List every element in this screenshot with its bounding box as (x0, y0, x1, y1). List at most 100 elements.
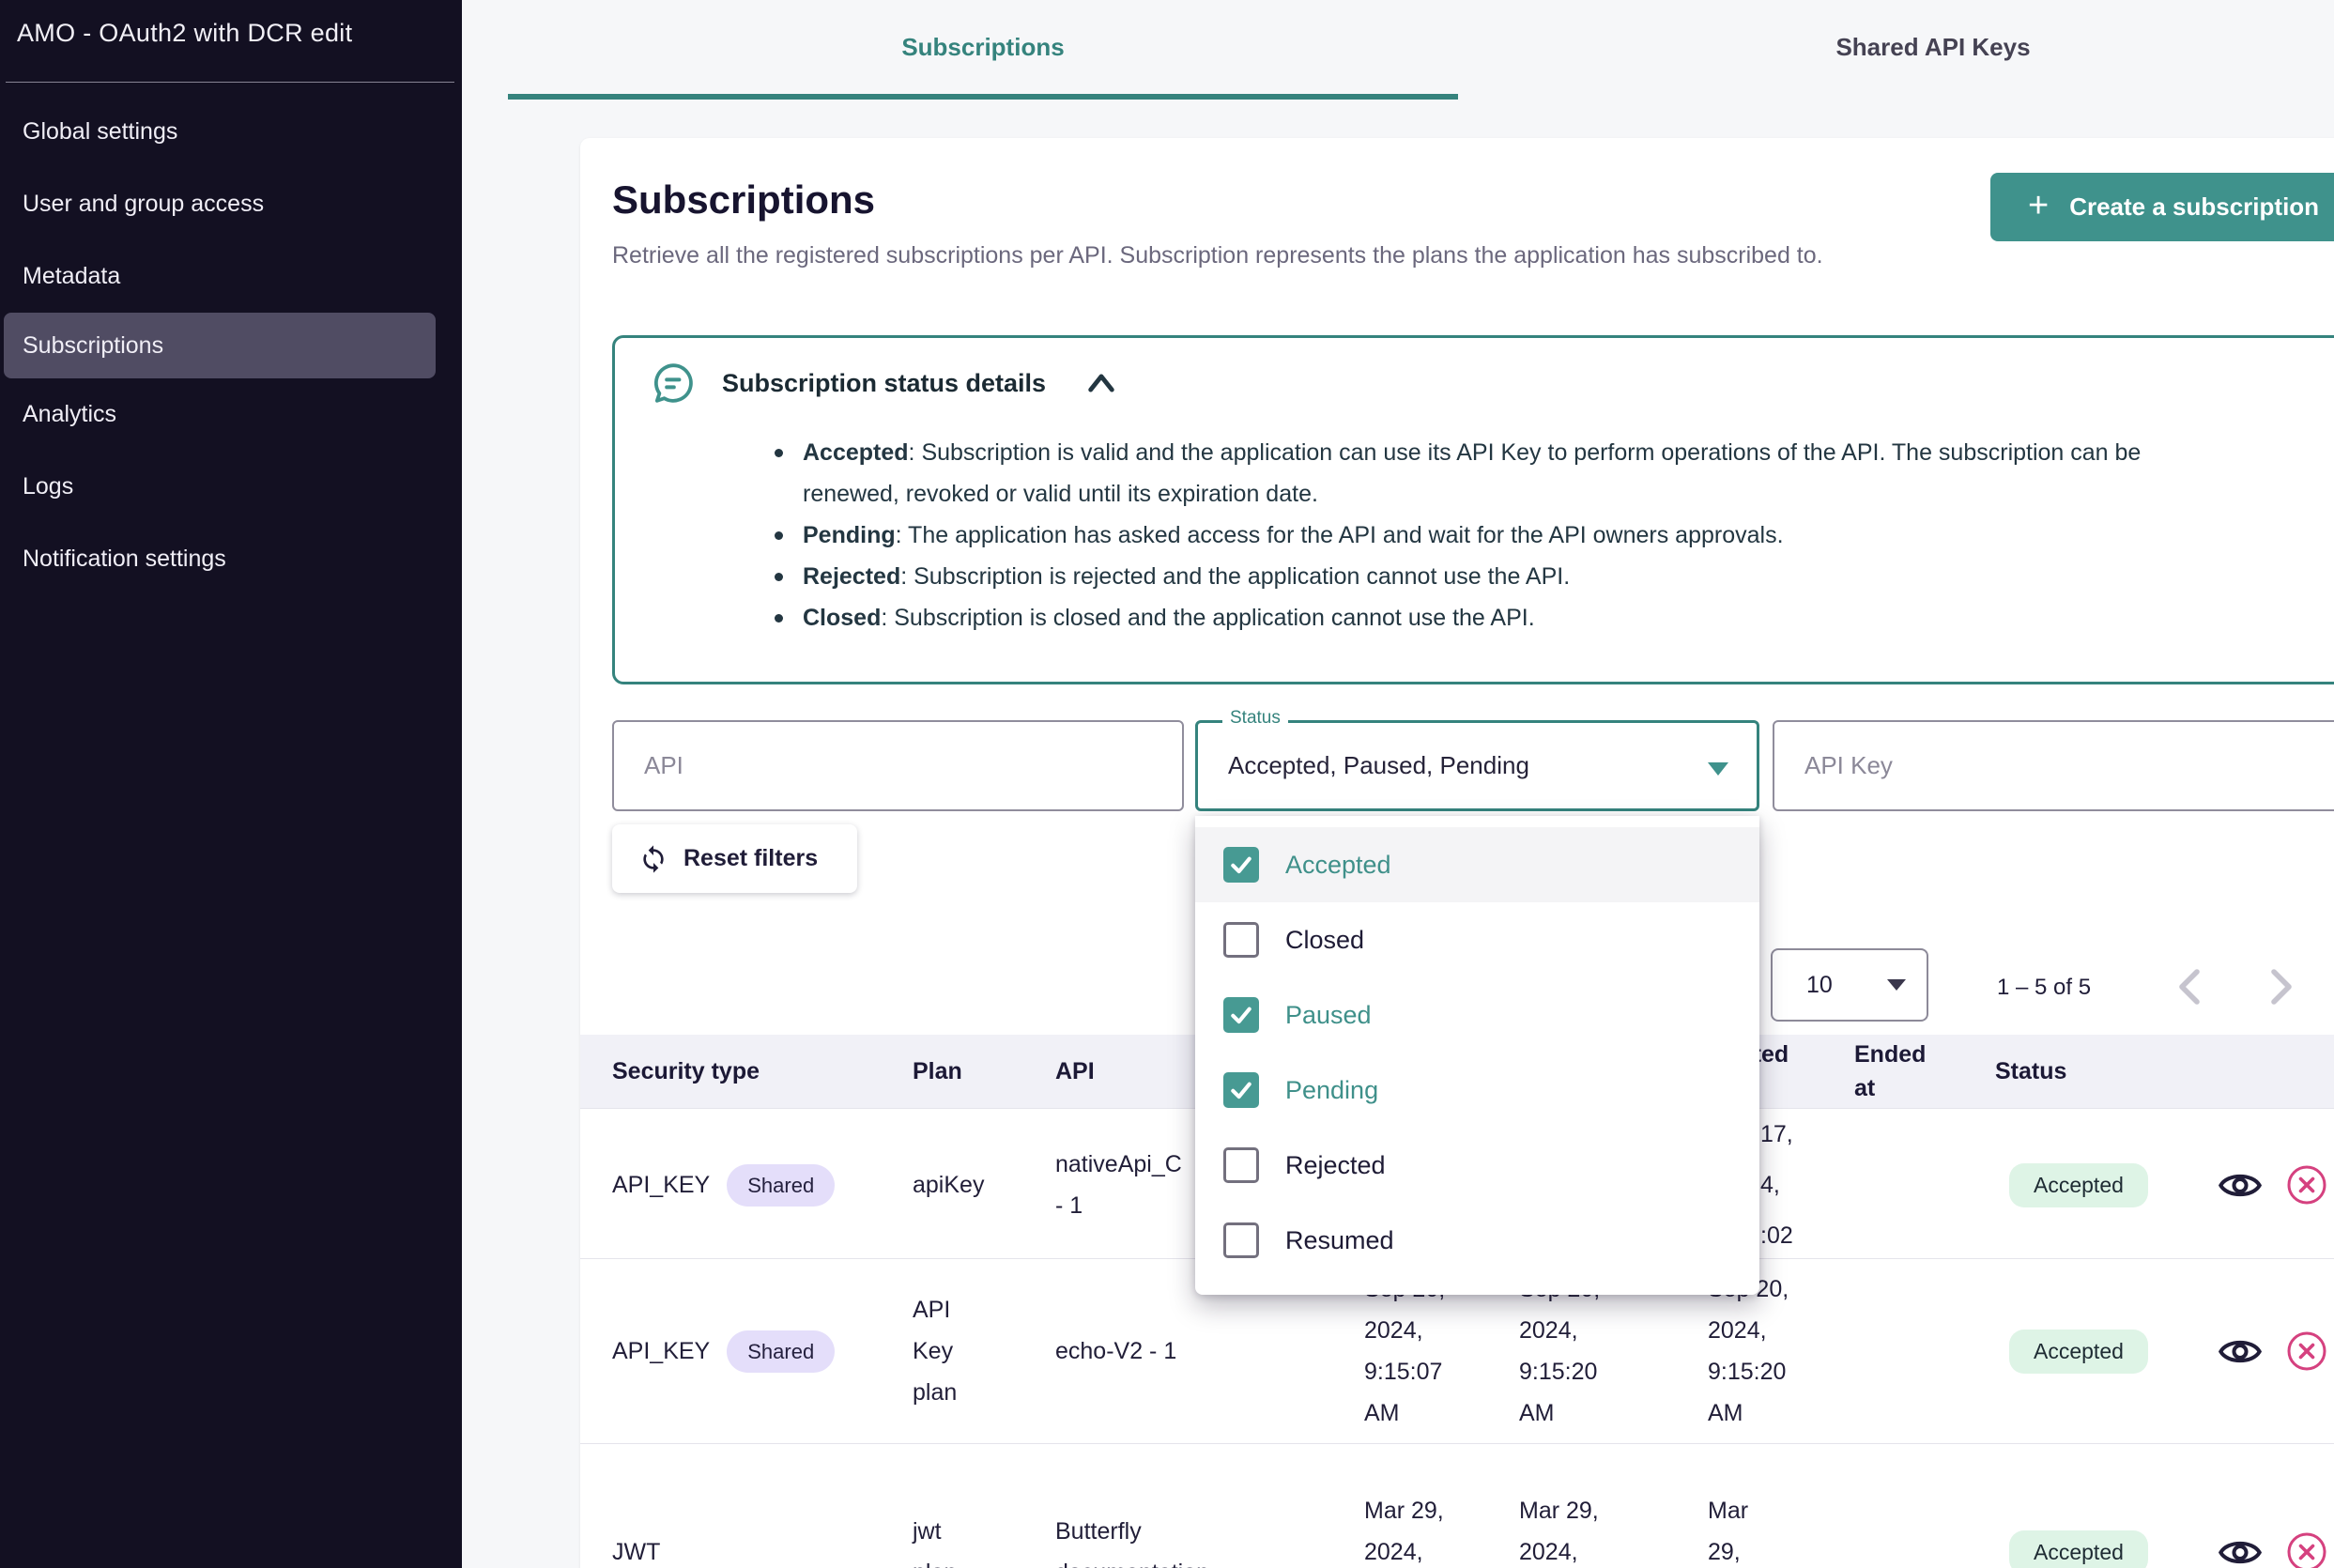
status-filter-label: Status (1222, 708, 1288, 729)
column-header-ended: Ended at (1854, 1041, 1927, 1101)
status-option-label: Closed (1285, 925, 1365, 954)
create-subscription-label: Create a subscription (2069, 192, 2320, 221)
reset-filters-label: Reset filters (683, 845, 819, 871)
checkbox-checked-icon[interactable] (1223, 1072, 1259, 1108)
status-option-closed[interactable]: Closed (1195, 902, 1759, 977)
status-badge: Accepted (2009, 1530, 2148, 1568)
cell-security-type: API_KEY Shared (612, 1163, 913, 1207)
api-key-filter-input[interactable] (1774, 751, 2252, 780)
status-detail-item: Pending: The application has asked acces… (775, 515, 2173, 556)
create-subscription-button[interactable]: + Create a subscription (1990, 173, 2334, 241)
sidebar-title: AMO - OAuth2 with DCR edit (17, 19, 353, 47)
cell-actions (2211, 1164, 2334, 1206)
pagination-range: 1 – 5 of 5 (1997, 975, 2092, 1000)
checkbox-checked-icon[interactable] (1223, 847, 1259, 883)
api-filter-field (612, 720, 1184, 811)
status-details-list: Accepted: Subscription is valid and the … (775, 432, 2173, 638)
plus-icon: + (2028, 185, 2050, 225)
view-subscription-eye-icon[interactable] (2219, 1537, 2262, 1568)
status-detail-item: Accepted: Subscription is valid and the … (775, 432, 2173, 515)
sidebar-item-analytics[interactable]: Analytics (23, 401, 117, 427)
refresh-icon (638, 844, 668, 874)
view-subscription-eye-icon[interactable] (2219, 1336, 2262, 1367)
sidebar-item-user-and-group-access[interactable]: User and group access (23, 191, 265, 217)
sidebar-item-global-settings[interactable]: Global settings (23, 118, 178, 145)
view-subscription-eye-icon[interactable] (2219, 1170, 2262, 1201)
cell-api: Butterflydocumentation (1055, 1518, 1209, 1568)
checkbox-checked-icon[interactable] (1223, 997, 1259, 1033)
column-header-status: Status (1995, 1058, 2067, 1084)
page-description: Retrieve all the registered subscription… (612, 242, 1823, 269)
cell-security-type: JWT (612, 1539, 661, 1565)
cell-started-at: 17, 4,:02 (1760, 1121, 1793, 1249)
cell-plan: API Key plan (913, 1297, 958, 1406)
close-subscription-icon[interactable] (2286, 1164, 2327, 1206)
status-badge: Accepted (2009, 1162, 2148, 1207)
column-header-security: Security type (612, 1058, 760, 1084)
sidebar-item-subscriptions[interactable]: Subscriptions (4, 313, 436, 378)
page-size-select[interactable]: 10 (1771, 948, 1928, 1022)
status-option-label: Paused (1285, 1000, 1372, 1029)
subscriptions-card: Subscriptions Retrieve all the registere… (580, 138, 2334, 1568)
active-tab-indicator (508, 94, 1458, 100)
status-detail-item: Closed: Subscription is closed and the a… (775, 597, 2173, 638)
sidebar-nav: Global settings User and group access Meta… (0, 96, 462, 595)
cell-actions (2211, 1531, 2334, 1568)
status-option-resumed[interactable]: Resumed (1195, 1203, 1759, 1278)
reset-filters-button[interactable]: Reset filters (612, 824, 857, 893)
shared-badge: Shared (727, 1163, 836, 1207)
page-title: Subscriptions (612, 177, 876, 222)
checkbox-unchecked-icon[interactable] (1223, 1147, 1259, 1183)
table-row: JWT jwtplan Butterflydocumentation Mar 29,2… (580, 1444, 2334, 1568)
shared-badge: Shared (727, 1330, 836, 1373)
message-bubble-icon (651, 361, 696, 406)
checkbox-unchecked-icon[interactable] (1223, 1222, 1259, 1258)
cell-security-type: API_KEY Shared (612, 1330, 913, 1373)
status-badge: Accepted (2009, 1329, 2148, 1374)
cell-processed-at: Mar 29,2024,4:05:20 (1519, 1498, 1599, 1565)
status-option-paused[interactable]: Paused (1195, 977, 1759, 1053)
status-option-label: Resumed (1285, 1225, 1394, 1254)
status-option-label: Accepted (1285, 850, 1391, 879)
sidebar-item-metadata[interactable]: Metadata (23, 263, 121, 289)
status-option-label: Rejected (1285, 1150, 1386, 1179)
column-header-plan: Plan (913, 1058, 962, 1084)
sidebar-divider (6, 82, 454, 83)
cell-plan: apiKey (913, 1172, 985, 1198)
sidebar-item-notification-settings[interactable]: Notification settings (23, 546, 226, 572)
next-page-button[interactable] (2263, 966, 2300, 1007)
api-key-filter-field (1773, 720, 2334, 811)
status-option-rejected[interactable]: Rejected (1195, 1128, 1759, 1203)
status-dropdown-panel: Accepted Closed Paused Pending Rejected Resum… (1195, 816, 1759, 1295)
sidebar: AMO - OAuth2 with DCR edit Global settin… (0, 0, 462, 1568)
tab-bar: Subscriptions Shared API Keys (462, 0, 2334, 101)
cell-status: Accepted (1995, 1530, 2211, 1568)
status-detail-item: Rejected: Subscription is rejected and t… (775, 556, 2173, 597)
cell-status: Accepted (1995, 1329, 2211, 1374)
status-details-title: Subscription status details (722, 368, 1047, 397)
close-subscription-icon[interactable] (2286, 1330, 2327, 1372)
tab-shared-api-keys[interactable]: Shared API Keys (1835, 32, 2031, 61)
cell-api: echo-V2 - 1 (1055, 1338, 1177, 1364)
tab-subscriptions[interactable]: Subscriptions (901, 32, 1065, 61)
main-content: Subscriptions Shared API Keys Subscripti… (462, 0, 2334, 1568)
chevron-down-icon (1708, 762, 1728, 776)
api-filter-input[interactable] (614, 751, 1068, 780)
status-filter-select[interactable]: Status Accepted, Paused, Pending (1195, 708, 1759, 811)
status-option-accepted[interactable]: Accepted (1195, 827, 1759, 902)
chevron-down-icon (1887, 979, 1906, 991)
status-details-header[interactable]: Subscription status details (651, 361, 1117, 406)
previous-page-button[interactable] (2171, 966, 2208, 1007)
cell-plan: jwtplan (913, 1518, 957, 1568)
chevron-up-icon[interactable] (1085, 369, 1117, 397)
status-option-pending[interactable]: Pending (1195, 1053, 1759, 1128)
status-details-panel: Subscription status details Accepted: Su… (612, 335, 2334, 684)
checkbox-unchecked-icon[interactable] (1223, 922, 1259, 958)
column-header-actions (2211, 1058, 2334, 1085)
column-header-api: API (1055, 1058, 1095, 1084)
cell-created-at: Mar 29,2024,4:04:52 (1364, 1498, 1444, 1565)
sidebar-item-logs[interactable]: Logs (23, 473, 74, 500)
close-subscription-icon[interactable] (2286, 1531, 2327, 1568)
